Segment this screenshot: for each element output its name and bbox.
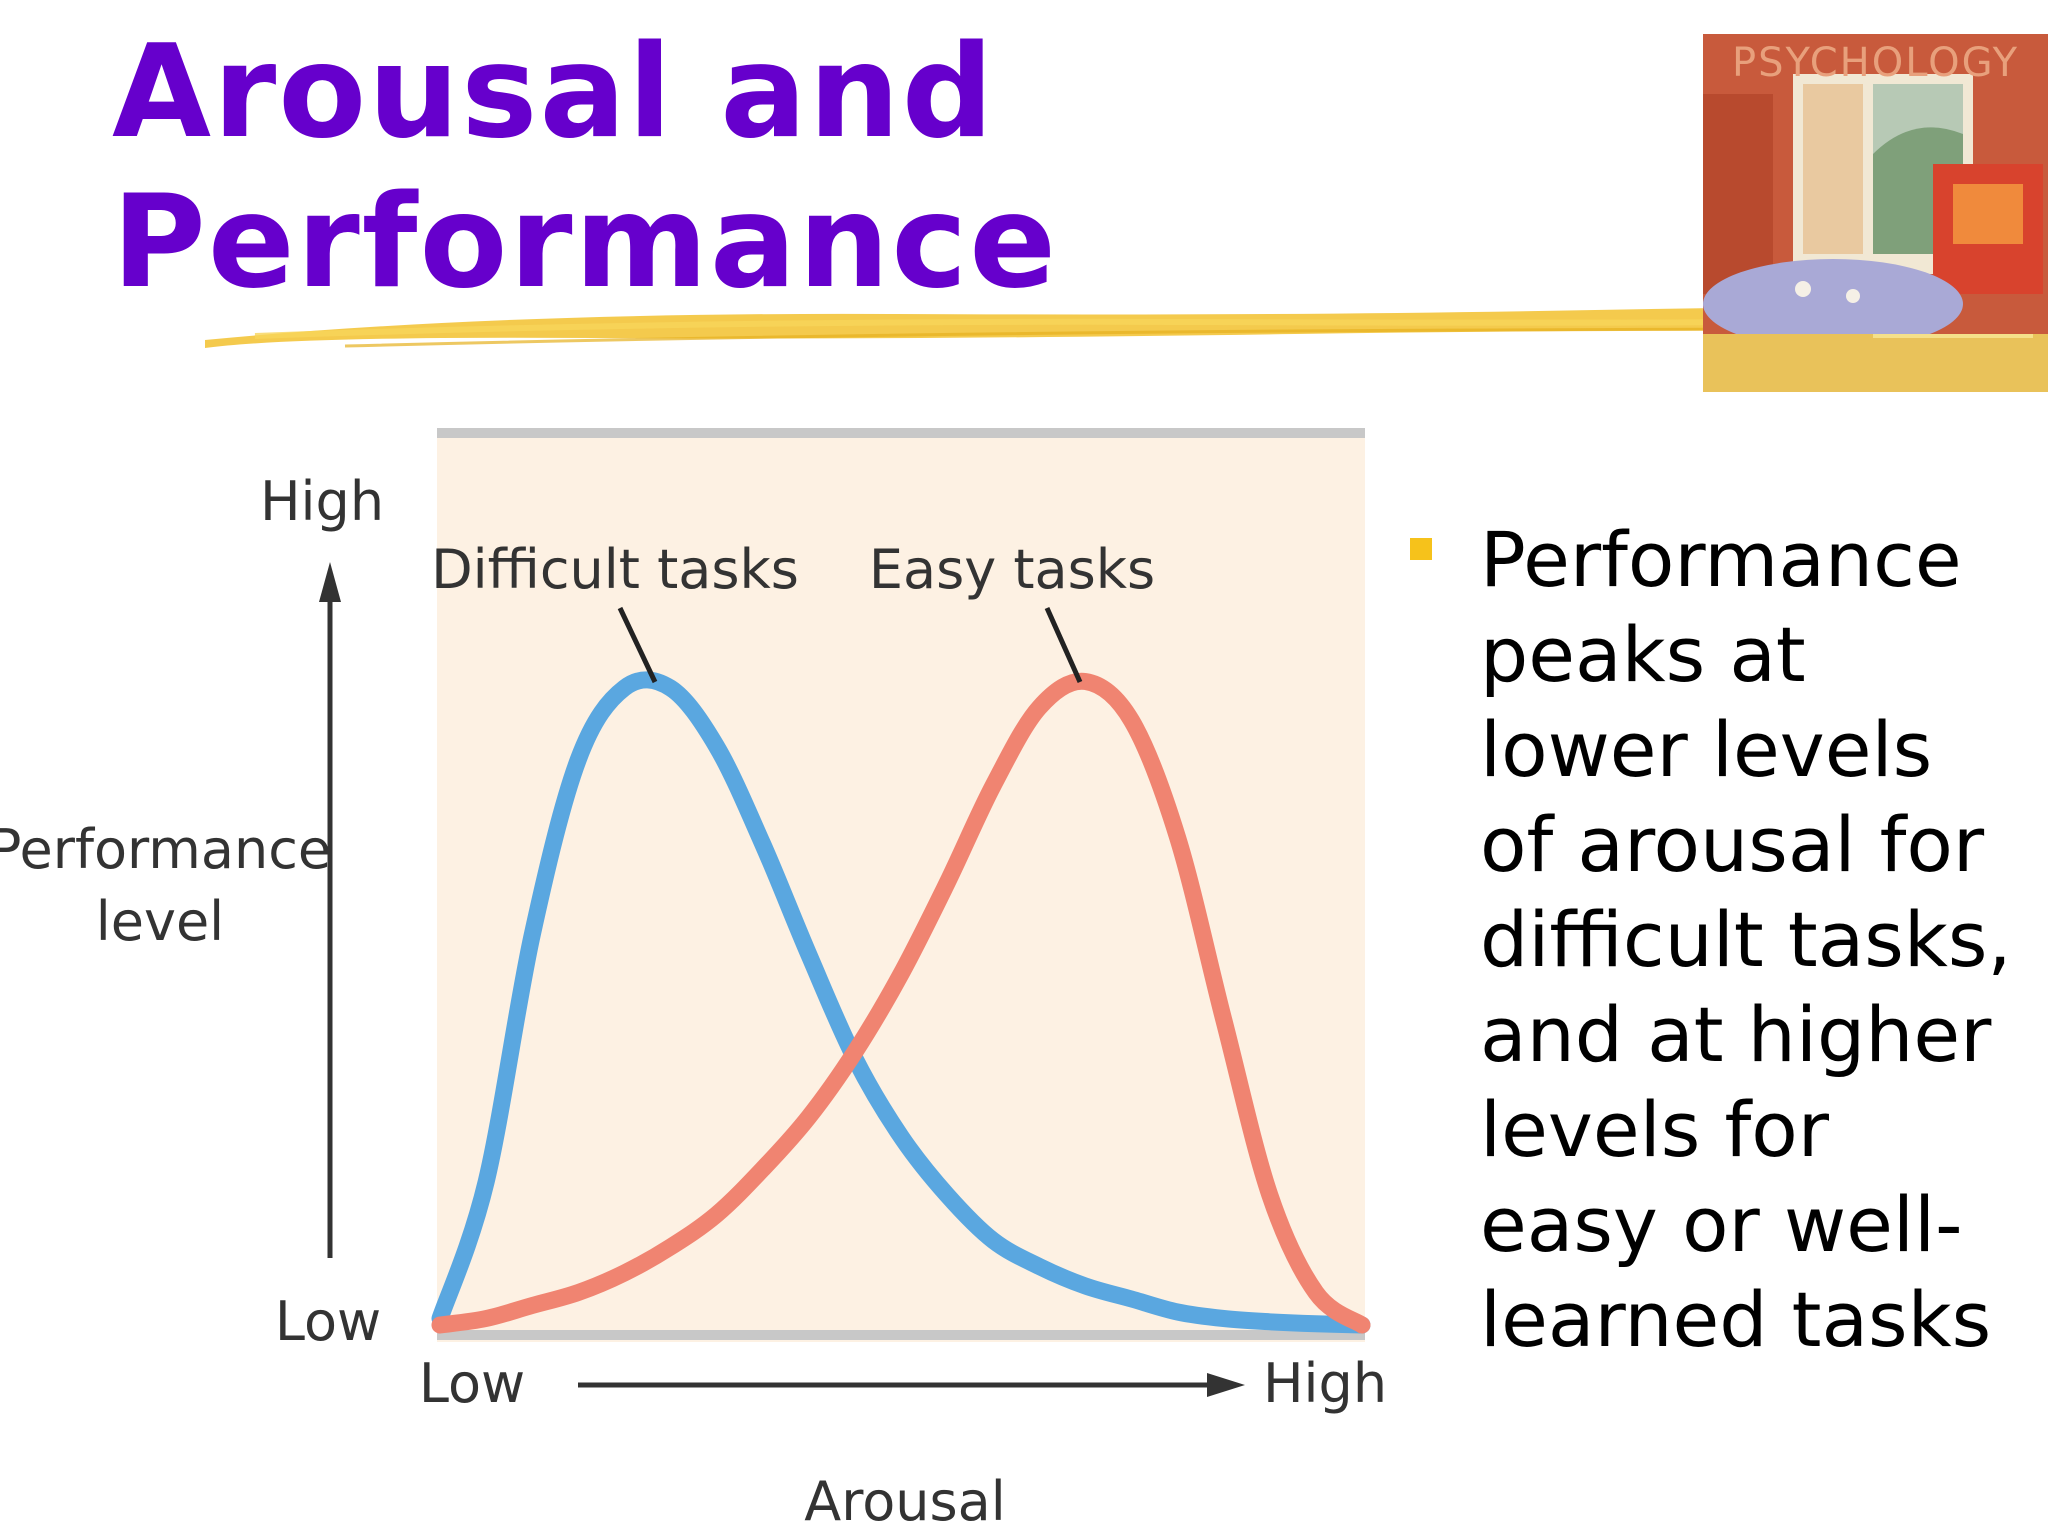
slide-title: Arousal and Performance xyxy=(112,18,1212,318)
y-axis-arrowhead xyxy=(319,562,341,602)
x-axis-arrowhead xyxy=(1207,1373,1245,1397)
easy-tasks-curve xyxy=(431,672,1371,1334)
difficult-tasks-leader-line xyxy=(617,606,658,684)
series-label-easy-tasks: Easy tasks xyxy=(869,538,1155,601)
slide-title-line2: Performance xyxy=(112,168,1059,317)
chart-svg: Difficult tasks Easy tasks High Low Perf… xyxy=(0,428,1387,1533)
arousal-performance-chart: Difficult tasks Easy tasks High Low Perf… xyxy=(0,420,1390,1536)
y-axis-label-line1: Performance xyxy=(0,818,331,881)
y-tick-high: High xyxy=(260,470,384,533)
book-cover-title: PSYCHOLOGY xyxy=(1731,40,2020,86)
x-tick-high: High xyxy=(1263,1352,1387,1415)
series-label-difficult-tasks: Difficult tasks xyxy=(431,538,799,601)
easy-tasks-leader-line xyxy=(1044,606,1083,684)
x-tick-low: Low xyxy=(419,1352,525,1415)
bullet-text: Performance peaks at lower levels of aro… xyxy=(1480,515,2012,1364)
x-axis-label: Arousal xyxy=(804,1470,1005,1533)
bullet-marker xyxy=(1410,538,1432,560)
y-axis-label-line2: level xyxy=(96,890,224,953)
y-tick-low: Low xyxy=(275,1290,381,1353)
series-layer xyxy=(431,671,1371,1334)
textbook-cover-image: PSYCHOLOGY xyxy=(1703,34,2048,392)
plot-area-background xyxy=(437,430,1365,1342)
slide-title-line1: Arousal and xyxy=(112,18,996,167)
difficult-tasks-curve xyxy=(431,671,1371,1334)
